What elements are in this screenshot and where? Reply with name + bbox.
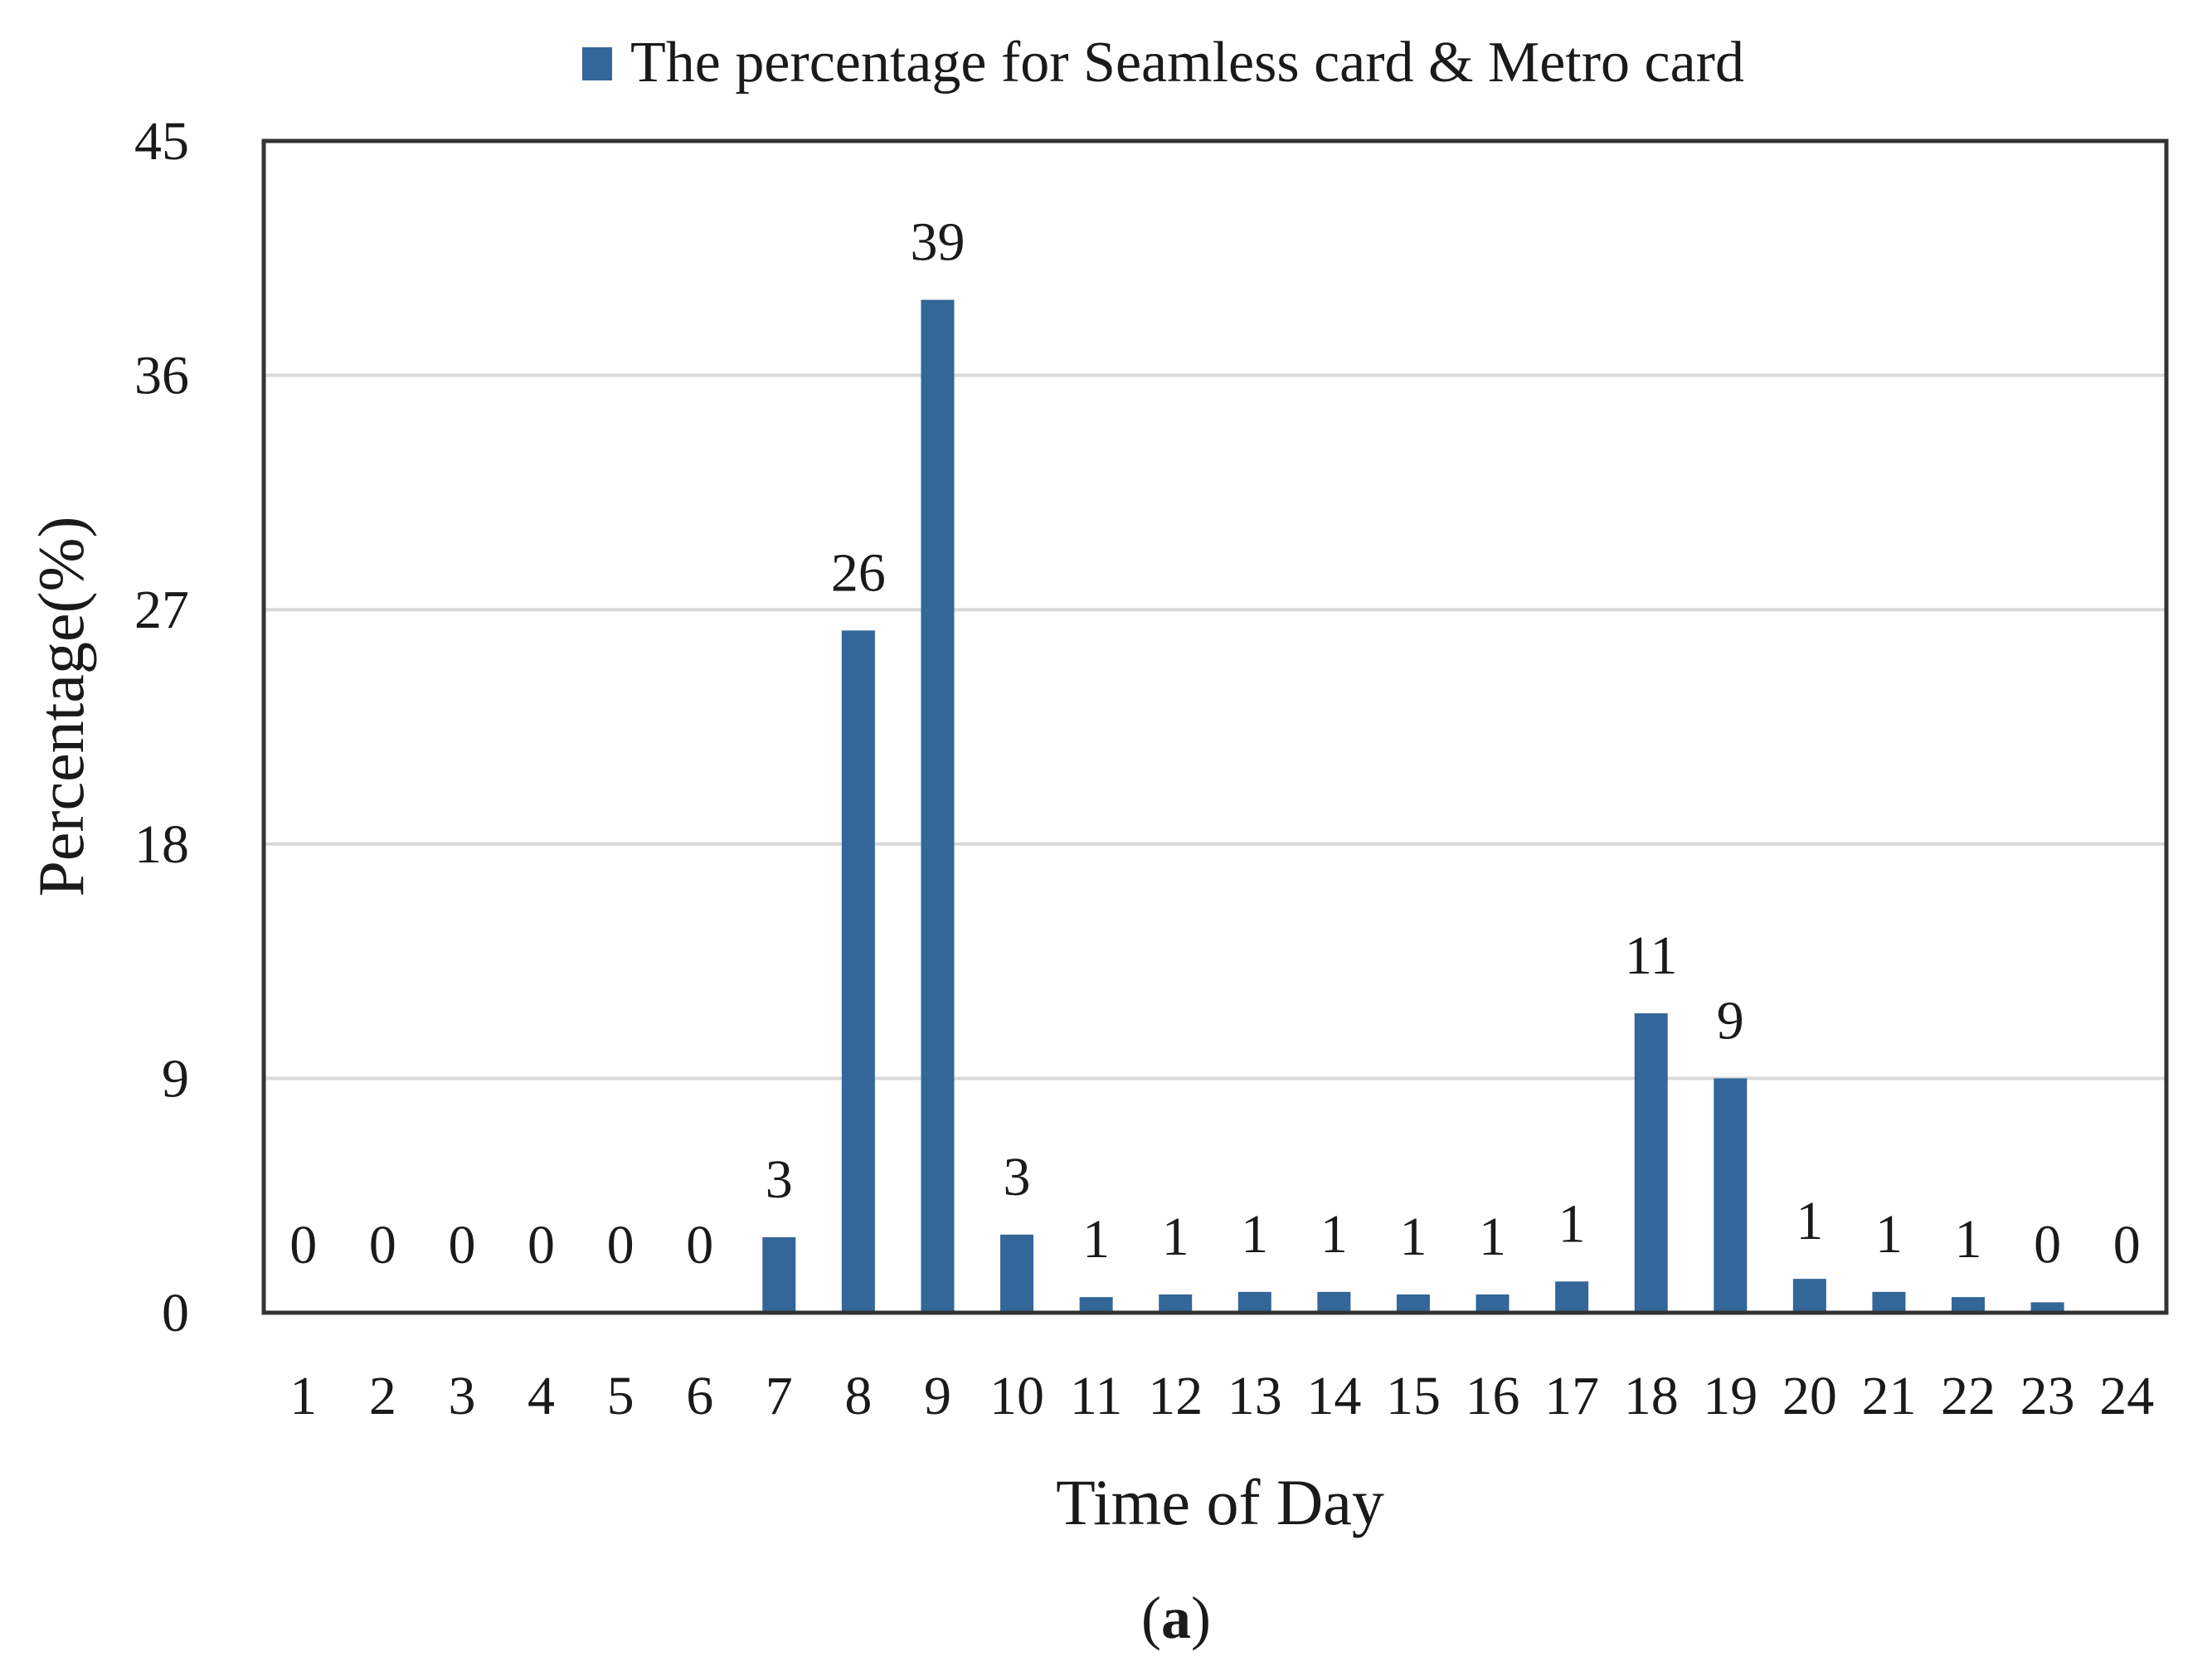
data-label: 1	[1875, 1204, 1903, 1265]
x-axis-ticks: 1 2 3 4 5 6 7 8 9 10 11 12 13 14 15 16 17 18 19 20 21 22 23 24	[289, 1366, 2154, 1426]
caption-letter: a	[1161, 1585, 1191, 1651]
data-label: 1	[1955, 1209, 1982, 1270]
x-tick-label: 24	[2099, 1366, 2154, 1426]
bar	[1792, 1279, 1826, 1313]
data-label: 3	[1004, 1147, 1031, 1207]
x-tick-label: 12	[1148, 1366, 1203, 1426]
data-label: 1	[1241, 1204, 1268, 1265]
data-label: 1	[1162, 1207, 1189, 1267]
bar	[1555, 1281, 1589, 1313]
x-tick-label: 9	[924, 1366, 951, 1426]
bar	[1000, 1234, 1034, 1313]
bar	[1237, 1291, 1271, 1313]
caption-open-paren: (	[1141, 1585, 1161, 1651]
data-label: 39	[910, 212, 965, 273]
data-label: 26	[831, 542, 886, 603]
bar	[1952, 1297, 1986, 1313]
x-tick-label: 5	[607, 1366, 634, 1426]
x-tick-label: 3	[448, 1366, 475, 1426]
x-tick-label: 19	[1703, 1366, 1757, 1426]
bar	[1317, 1291, 1351, 1313]
data-label: 0	[527, 1215, 555, 1275]
y-tick-label: 9	[162, 1048, 189, 1109]
data-label: 0	[369, 1215, 396, 1275]
x-tick-label: 14	[1306, 1366, 1361, 1426]
x-tick-label: 4	[527, 1366, 555, 1426]
y-tick-label: 36	[134, 346, 189, 406]
bar	[1634, 1013, 1668, 1313]
data-label: 11	[1625, 925, 1678, 986]
x-tick-label: 8	[844, 1366, 872, 1426]
data-label: 1	[1479, 1207, 1506, 1267]
data-label: 0	[2113, 1215, 2141, 1275]
x-tick-label: 18	[1624, 1366, 1679, 1426]
y-tick-label: 27	[134, 580, 189, 640]
legend-label: The percentage for Seamless card & Metro…	[630, 31, 1744, 95]
x-tick-label: 10	[989, 1366, 1044, 1426]
x-tick-label: 1	[289, 1366, 317, 1426]
x-tick-label: 2	[369, 1366, 396, 1426]
data-label: 1	[1320, 1204, 1348, 1265]
x-axis-title: Time of Day	[1056, 1466, 1384, 1538]
bar	[921, 299, 955, 1313]
x-tick-label: 16	[1466, 1366, 1520, 1426]
bar	[2030, 1302, 2064, 1313]
x-tick-label: 13	[1228, 1366, 1282, 1426]
x-tick-label: 21	[1861, 1366, 1916, 1426]
data-label: 0	[448, 1215, 475, 1275]
bar	[762, 1236, 796, 1313]
gridlines	[264, 373, 2166, 1081]
y-tick-label: 0	[162, 1283, 189, 1343]
data-label: 1	[1796, 1191, 1823, 1251]
x-tick-label: 23	[2020, 1366, 2075, 1426]
data-label: 1	[1558, 1193, 1586, 1254]
data-label: 0	[289, 1215, 317, 1275]
bar	[1475, 1294, 1510, 1313]
data-label: 0	[607, 1215, 634, 1275]
bar	[1159, 1294, 1193, 1313]
bar	[841, 630, 875, 1313]
plot-frame	[261, 138, 2169, 1315]
legend-swatch	[582, 47, 612, 80]
x-tick-label: 7	[766, 1366, 793, 1426]
y-axis-title: Percentage(%)	[25, 516, 97, 896]
caption-close-paren: )	[1191, 1585, 1211, 1651]
data-label: 0	[2034, 1214, 2061, 1275]
y-tick-label: 45	[134, 111, 189, 172]
x-tick-label: 11	[1070, 1366, 1123, 1426]
bar	[1079, 1297, 1113, 1313]
bar	[1396, 1294, 1430, 1313]
x-tick-label: 6	[686, 1366, 713, 1426]
x-tick-label: 17	[1544, 1366, 1599, 1426]
y-tick-label: 18	[134, 814, 189, 875]
data-label: 0	[686, 1215, 713, 1275]
bar	[1872, 1291, 1906, 1313]
bar	[1714, 1078, 1748, 1313]
x-tick-label: 15	[1386, 1366, 1441, 1426]
x-tick-label: 22	[1941, 1366, 1996, 1426]
figure-caption: (a)	[1141, 1585, 1211, 1651]
y-axis-ticks: 0 9 18 27 36 45	[134, 111, 189, 1343]
data-label: 3	[766, 1149, 793, 1210]
data-label: 9	[1717, 990, 1744, 1051]
x-tick-label: 20	[1782, 1366, 1837, 1426]
data-label: 1	[1082, 1209, 1110, 1270]
data-label: 1	[1399, 1207, 1427, 1267]
bars	[762, 299, 2064, 1313]
legend: The percentage for Seamless card & Metro…	[582, 31, 1744, 95]
